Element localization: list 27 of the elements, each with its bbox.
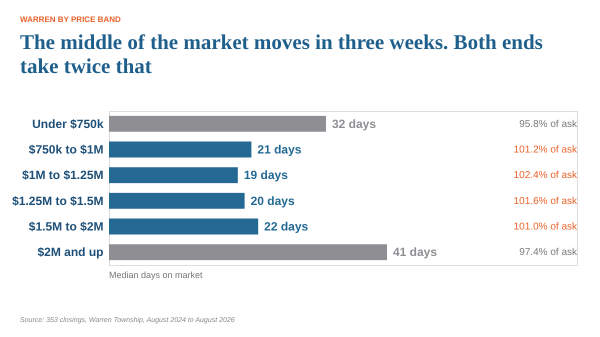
text: 101.6% of ask: [514, 196, 578, 207]
y-tick-label: $1.5M to $2M: [28, 220, 104, 234]
text: 95.8% of ask: [519, 118, 578, 130]
text: 97.4% of ask: [519, 247, 578, 258]
data-label: 41 days: [393, 245, 438, 260]
text: 102.4% of ask: [514, 170, 578, 182]
y-tick-label: Under $750k: [32, 116, 104, 131]
data-label: 21 days: [257, 142, 302, 156]
y-tick-label: $1.25M to $1.5M: [12, 194, 104, 208]
text: 101.0% of ask: [514, 222, 578, 232]
chart-subtitle: WARREN BY PRICE BAND: [20, 15, 121, 24]
data-label: 22 days: [264, 220, 309, 234]
data-label: 20 days: [250, 194, 295, 208]
y-tick-label: $2M and up: [37, 245, 104, 260]
chart-title: The middle of the market moves in three weeks. Both ends take twice that: [20, 30, 543, 78]
bar: [109, 218, 258, 234]
bar: [109, 244, 387, 260]
y-tick-label: $1M to $1.25M: [22, 168, 104, 182]
data-label: 32 days: [332, 116, 376, 131]
bar: [109, 192, 245, 209]
data-label: 19 days: [244, 168, 288, 182]
text: 101.2% of ask: [514, 144, 578, 156]
x-axis-title: Median days on market: [109, 270, 204, 280]
y-tick-label: $750k to $1M: [28, 142, 104, 156]
bar: [109, 167, 238, 184]
bar: [109, 142, 252, 158]
bar: [109, 116, 326, 132]
